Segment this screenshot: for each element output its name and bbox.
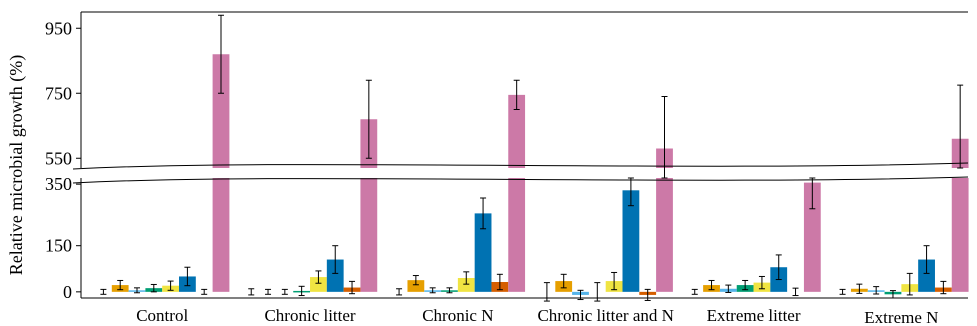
plot-area: 0 150 350 550 750 950 Control Chronic litter Chr… — [45, 11, 969, 326]
category-label: Chronic litter and N — [537, 306, 673, 325]
bar — [326, 259, 344, 292]
bar — [407, 280, 425, 292]
bar — [918, 259, 935, 292]
category-label: Control — [136, 306, 188, 325]
category-label: Extreme N — [864, 308, 938, 326]
category-label: Extreme litter — [707, 306, 801, 325]
bar — [310, 277, 327, 292]
y-tick-label: 0 — [63, 282, 72, 302]
bar — [457, 278, 475, 292]
bar — [622, 190, 640, 292]
category-label: Chronic litter — [264, 306, 355, 325]
y-tick-label: 550 — [45, 148, 72, 168]
y-tick-label: 350 — [45, 174, 72, 194]
bar — [508, 94, 526, 168]
y-tick-label: 950 — [45, 18, 72, 38]
bar — [474, 213, 492, 292]
bar — [803, 182, 821, 292]
y-tick-label: 150 — [45, 236, 72, 256]
bar — [212, 178, 230, 292]
category-label: Chronic N — [422, 306, 493, 325]
bar — [508, 178, 526, 292]
y-axis-title: Relative microbial growth (%) — [6, 55, 27, 275]
y-tick-label: 750 — [45, 83, 72, 103]
bar — [656, 178, 673, 292]
bar — [212, 54, 230, 168]
axis-break-lower — [72, 176, 969, 184]
bar — [951, 178, 969, 292]
bar — [360, 178, 378, 292]
axis-break-upper — [72, 162, 969, 170]
